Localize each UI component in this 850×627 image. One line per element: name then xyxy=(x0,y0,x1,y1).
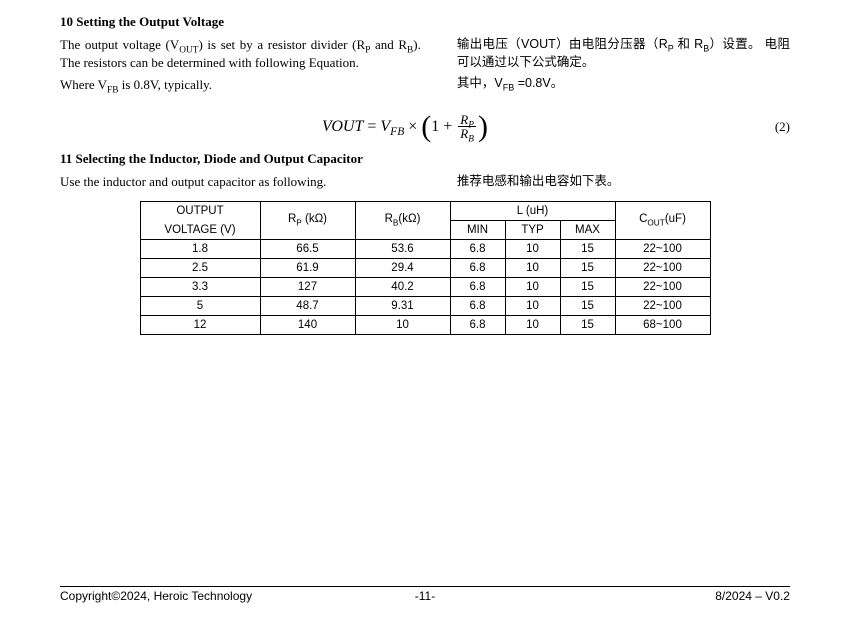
table-cell: 15 xyxy=(560,278,615,297)
equation: VOUT = VFB × (1 + RPRB) xyxy=(60,113,750,141)
t: 输出电压（ xyxy=(457,37,521,51)
eq-mul: × xyxy=(404,117,421,134)
eq-eq: = xyxy=(363,117,380,134)
t: ）由电阻分压器（R xyxy=(556,37,668,51)
table-cell: 53.6 xyxy=(355,240,450,259)
table-cell: 22~100 xyxy=(615,259,710,278)
table-cell: 68~100 xyxy=(615,316,710,335)
sub: FB xyxy=(107,86,118,96)
footer-left: Copyright©2024, Heroic Technology xyxy=(60,589,303,603)
table-cell: 15 xyxy=(560,297,615,316)
th-cout: COUT(uF) xyxy=(615,202,710,240)
table-cell: 40.2 xyxy=(355,278,450,297)
footer-center: -11- xyxy=(303,589,546,603)
table-cell: 5 xyxy=(140,297,260,316)
section-10-title: 10 Setting the Output Voltage xyxy=(60,14,790,30)
table-cell: 1.8 xyxy=(140,240,260,259)
table-cell: 6.8 xyxy=(450,316,505,335)
table-cell: 61.9 xyxy=(260,259,355,278)
table-cell: 15 xyxy=(560,316,615,335)
th-rb: RB(kΩ) xyxy=(355,202,450,240)
eq-lhs: VOUT xyxy=(322,117,363,134)
sec11-right-p: 推荐电感和输出电容如下表。 xyxy=(457,173,790,191)
footer-right: 8/2024 – V0.2 xyxy=(547,589,790,603)
table-cell: 22~100 xyxy=(615,297,710,316)
table-cell: 10 xyxy=(355,316,450,335)
table-cell: 10 xyxy=(505,259,560,278)
table-cell: 2.5 xyxy=(140,259,260,278)
t: The output voltage (V xyxy=(60,37,179,52)
th-rp: RP (kΩ) xyxy=(260,202,355,240)
table-row: 2.561.929.46.8101522~100 xyxy=(140,259,710,278)
table-row: 12140106.8101568~100 xyxy=(140,316,710,335)
th-h_max: MAX xyxy=(560,221,615,240)
t: is 0.8V, typically. xyxy=(118,77,212,92)
table-cell: 6.8 xyxy=(450,240,505,259)
sub: FB xyxy=(390,126,404,138)
t: VOUT xyxy=(521,37,556,51)
sub: B xyxy=(468,135,474,145)
sec10-right-p1: 输出电压（VOUT）由电阻分压器（RP 和 RB）设置。 电阻可以通过以下公式确… xyxy=(457,36,790,71)
component-table: OUTPUTRP (kΩ)RB(kΩ)L (uH)COUT(uF) VOLTAGE… xyxy=(140,201,711,335)
t: 和 R xyxy=(674,37,703,51)
eq-frac: RPRB xyxy=(456,113,478,141)
table-cell: 6.8 xyxy=(450,259,505,278)
t: Where V xyxy=(60,77,107,92)
t: 其中，V xyxy=(457,76,503,90)
sub: FB xyxy=(503,83,515,93)
table-row: 548.79.316.8101522~100 xyxy=(140,297,710,316)
sec10-left-p1: The output voltage (VOUT) is set by a re… xyxy=(60,36,421,72)
table-row: 3.312740.26.8101522~100 xyxy=(140,278,710,297)
th-output: OUTPUT xyxy=(140,202,260,221)
table-cell: 10 xyxy=(505,278,560,297)
table-cell: 3.3 xyxy=(140,278,260,297)
t: =0.8V。 xyxy=(514,76,563,90)
th-h_min: MIN xyxy=(450,221,505,240)
table-cell: 10 xyxy=(505,316,560,335)
table-cell: 6.8 xyxy=(450,278,505,297)
table-cell: 127 xyxy=(260,278,355,297)
table-cell: 22~100 xyxy=(615,240,710,259)
table-cell: 48.7 xyxy=(260,297,355,316)
eq-one: 1 + xyxy=(431,117,456,134)
page-footer: Copyright©2024, Heroic Technology -11- 8… xyxy=(60,586,790,603)
table-cell: 22~100 xyxy=(615,278,710,297)
table-cell: 12 xyxy=(140,316,260,335)
table-cell: 15 xyxy=(560,240,615,259)
eq-vfb: V xyxy=(380,117,390,134)
table-cell: 10 xyxy=(505,297,560,316)
table-cell: 29.4 xyxy=(355,259,450,278)
th-voltage: VOLTAGE (V) xyxy=(140,221,260,240)
sec10-left-p2: Where VFB is 0.8V, typically. xyxy=(60,76,421,94)
section-11-title: 11 Selecting the Inductor, Diode and Out… xyxy=(60,151,790,167)
equation-number: (2) xyxy=(750,119,790,135)
t: ) is set by a resistor divider (R xyxy=(198,37,365,52)
equation-row: VOUT = VFB × (1 + RPRB) (2) xyxy=(60,113,790,141)
th-h_typ: TYP xyxy=(505,221,560,240)
sec10-right-p2: 其中，VFB =0.8V。 xyxy=(457,75,790,93)
table-cell: 140 xyxy=(260,316,355,335)
table-cell: 9.31 xyxy=(355,297,450,316)
table-cell: 15 xyxy=(560,259,615,278)
table-cell: 10 xyxy=(505,240,560,259)
table-row: 1.866.553.66.8101522~100 xyxy=(140,240,710,259)
th-l: L (uH) xyxy=(450,202,615,221)
sec11-left-p: Use the inductor and output capacitor as… xyxy=(60,173,421,191)
table-cell: 6.8 xyxy=(450,297,505,316)
t: and R xyxy=(370,37,407,52)
table-cell: 66.5 xyxy=(260,240,355,259)
